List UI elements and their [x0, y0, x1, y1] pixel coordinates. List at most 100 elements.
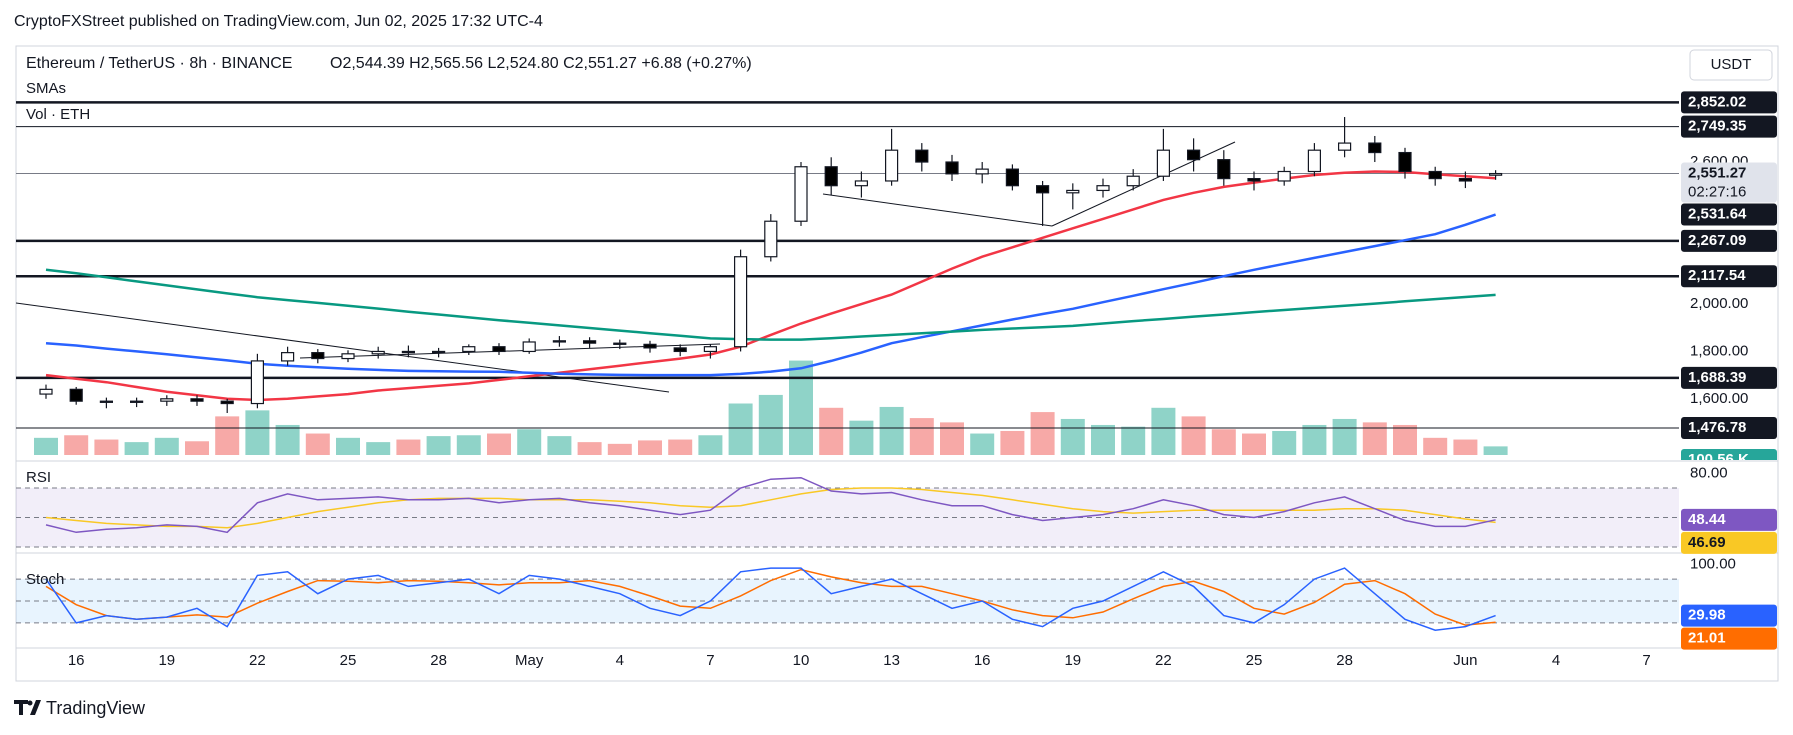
stoch-k-label-text: 29.98	[1688, 607, 1726, 624]
candle-body	[492, 346, 506, 353]
volume-bar	[185, 441, 209, 455]
volume-bar	[396, 439, 421, 455]
rsi-lines	[45, 476, 1496, 534]
candle-body	[462, 346, 476, 353]
price-label: 2,267.09	[1681, 229, 1777, 252]
volume-bar	[124, 442, 149, 455]
x-tick-label: 4	[616, 652, 624, 669]
volume-bar	[970, 433, 995, 455]
volume-bar	[1453, 439, 1478, 455]
x-tick-label: Jun	[1453, 652, 1477, 669]
volume-bar	[1362, 422, 1387, 455]
candle-body	[250, 360, 264, 405]
volume-label-text: 100.56 K	[1688, 451, 1749, 468]
candle-body	[401, 350, 415, 354]
volume-bar	[1483, 446, 1508, 455]
x-tick-label: 10	[793, 652, 810, 669]
price-label: 1,688.39	[1681, 366, 1777, 389]
stoch-d-line	[45, 568, 1496, 626]
candle-body	[1398, 151, 1412, 173]
x-tick-label: 19	[1064, 652, 1081, 669]
candle-body	[1126, 175, 1140, 187]
publisher: CryptoFXStreet published on TradingView.…	[14, 13, 543, 30]
candle-body	[1458, 177, 1473, 182]
footer-logo	[14, 700, 41, 715]
volume-bar	[789, 360, 813, 455]
price-layer	[16, 101, 1679, 429]
x-tick-label: 16	[68, 652, 85, 669]
candle-body	[1368, 142, 1382, 154]
volume-bar	[456, 435, 481, 455]
price-label-box	[1681, 229, 1777, 252]
volume-bar	[1091, 424, 1115, 455]
y-tick-label: 2,000.00	[1690, 295, 1748, 312]
sma-line	[45, 268, 1496, 341]
stoch-k-label: 29.98	[1681, 604, 1777, 627]
x-tick-label: 16	[974, 652, 991, 669]
candle-body	[673, 347, 687, 353]
x-tick-label: 25	[1246, 652, 1263, 669]
candle-body	[945, 161, 959, 175]
volume-bar	[849, 420, 874, 455]
x-tick-label: 4	[1552, 652, 1560, 669]
candle-body	[311, 352, 325, 360]
price-label: 2,117.54	[1681, 265, 1777, 288]
stoch-k-line	[45, 567, 1496, 631]
volume-label: 100.56 K	[1681, 449, 1777, 468]
candle-body	[1488, 172, 1503, 176]
rsi-tick-label: 80.00	[1690, 464, 1728, 481]
y-tick-label: 1,600.00	[1690, 390, 1748, 407]
candle-body	[522, 341, 536, 353]
price-label-text: 2,117.54	[1688, 267, 1746, 284]
volume-bar	[1181, 416, 1206, 455]
stoch-k-label-box	[1681, 604, 1777, 627]
candle-body	[552, 340, 567, 343]
candle-body	[733, 256, 748, 348]
price-label: 2,551.27 02:27:16	[1681, 162, 1777, 203]
price-label-box	[1681, 162, 1777, 203]
volume-bar	[1393, 424, 1417, 455]
sma-legend: SMAs	[26, 80, 66, 97]
x-tick-label: 22	[249, 652, 266, 669]
symbol-title: Ethereum / TetherUS · 8h · BINANCE	[26, 55, 292, 72]
candle-body	[582, 340, 597, 344]
stoch-d-label: 21.01	[1681, 627, 1777, 650]
rsi-ma-label-text: 46.69	[1688, 534, 1726, 551]
volume-bar	[547, 436, 572, 455]
price-label: 2,852.02	[1681, 91, 1777, 114]
volume-bar	[728, 403, 753, 455]
price-label-text: 2,267.09	[1688, 232, 1746, 249]
price-label-text: 2,852.02	[1688, 93, 1746, 110]
stoch-d-label-box	[1681, 627, 1777, 650]
candle-body	[1428, 170, 1442, 180]
axis-layer: 16 19 22 25 28 May 4 7 10 13 16 19 22 25 28 Jun 4 7 1,600.…	[68, 91, 1777, 669]
volume-bar	[305, 433, 330, 455]
price-label: 2,749.35	[1681, 115, 1777, 138]
volume-bar	[336, 437, 360, 455]
x-tick-label: May	[515, 652, 544, 669]
candle-body	[854, 180, 869, 187]
ohlc-legend: O2,544.39 H2,565.56 L2,524.80 C2,551.27 …	[330, 55, 752, 72]
volume-bar	[154, 437, 179, 455]
volume-bar	[1211, 429, 1236, 455]
volume-bar	[1121, 426, 1146, 455]
volume-bar	[64, 435, 89, 455]
logo-mark	[14, 700, 41, 715]
price-label-text: 2,531.64	[1688, 206, 1747, 223]
volume-bar	[1000, 430, 1025, 455]
volume-bar	[698, 435, 723, 455]
volume-legend: Vol · ETH	[26, 106, 90, 123]
price-label: 2,531.64	[1681, 203, 1777, 226]
trendline	[822, 193, 1053, 227]
candle-body	[1096, 185, 1110, 192]
volume-bar	[34, 437, 58, 455]
logo-dot	[27, 700, 33, 706]
price-label-box	[1681, 203, 1777, 226]
rsi-ma-label-box	[1681, 531, 1777, 554]
candle-body	[613, 342, 627, 345]
x-tick-label: 7	[706, 652, 714, 669]
currency-box[interactable]	[1689, 49, 1773, 81]
currency[interactable]: USDT	[1711, 56, 1752, 73]
rsi-legend: RSI	[26, 469, 51, 486]
